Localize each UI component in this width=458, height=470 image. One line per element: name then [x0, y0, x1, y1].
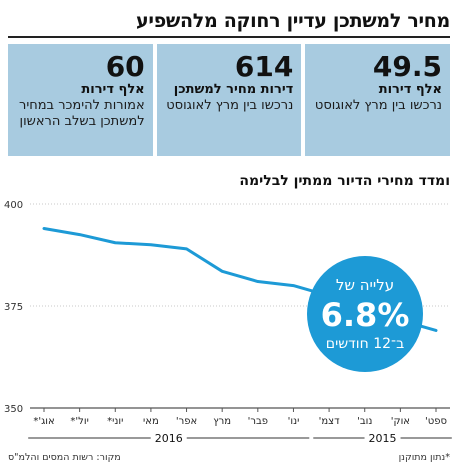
- data-point: [79, 234, 81, 236]
- x-tick-label: מאי: [143, 416, 159, 427]
- stat-description: נרכשו בין מרץ לאוגוסט: [314, 98, 442, 113]
- stat-box-purchases: 49.5 אלף דירות נרכשו בין מרץ לאוגוסט: [305, 44, 450, 156]
- x-tick-label: אוק': [391, 416, 410, 427]
- year-label-bg: [364, 431, 401, 446]
- data-point: [221, 270, 223, 272]
- title-divider: [8, 36, 450, 38]
- stat-value: 49.5: [372, 50, 442, 83]
- data-point: [435, 329, 437, 331]
- x-tick-label: דצמ': [319, 416, 340, 427]
- x-tick-label: אוג'*: [33, 416, 54, 427]
- footer-note: *נתון מתוקנן: [398, 452, 450, 463]
- stat-box-program-purchases: 614 דירות מחיר למשתכן נרכשו בין מרץ לאוג…: [156, 44, 302, 156]
- badge-value: 6.8%: [321, 296, 410, 334]
- year-label-bg: [150, 431, 187, 446]
- stat-description: אמורות להימכר במחיר למשתכן בשלב הראשון: [18, 98, 145, 129]
- stat-box-planned-units: 60 אלף דירות אמורות להימכר במחיר למשתכן …: [7, 44, 153, 156]
- stat-unit: דירות מחיר למשתכן: [173, 82, 294, 97]
- data-point: [150, 244, 152, 246]
- x-tick-label: נוב': [357, 416, 372, 427]
- stat-description: נרכשו בין מרץ לאוגוסט: [166, 98, 294, 113]
- footer: *נתון מתוקנן מקור: רשות המסים והלמ"ס: [8, 452, 450, 463]
- stat-value: 614: [234, 50, 294, 83]
- x-tick-label: פבר': [248, 416, 268, 427]
- year-label: 2015: [369, 432, 397, 445]
- year-label: 2016: [155, 432, 183, 445]
- chart-title: ומדד מחירי הדיור ממתין לבלימה: [239, 173, 450, 189]
- x-tick-label: מרץ: [213, 416, 231, 427]
- y-tick-label: 350: [4, 404, 23, 415]
- data-point: [257, 281, 259, 283]
- highlight-badge: [307, 256, 423, 372]
- page-title: מחיר למשתכן עדיין רחוקה מלהשפיע: [136, 10, 450, 32]
- x-tick-label: ינו': [288, 416, 300, 427]
- stat-value: 60: [105, 50, 145, 83]
- y-tick-label: 400: [4, 200, 23, 211]
- badge-line1: עלייה של: [336, 276, 394, 294]
- badge-line2: ב־12 חודשים: [326, 336, 404, 352]
- data-point: [114, 242, 116, 244]
- stat-unit: אלף דירות: [81, 82, 145, 97]
- data-point: [43, 227, 45, 229]
- stats-row: 49.5 אלף דירות נרכשו בין מרץ לאוגוסט 614…: [7, 44, 450, 156]
- data-point: [186, 248, 188, 250]
- x-tick-label: ספט': [425, 416, 447, 427]
- price-index-chart: 350 375 400 ספט' אוק' נוב' דצמ' ינו' פבר' מרץ אפר'…: [4, 200, 452, 446]
- footer-source: מקור: רשות המסים והלמ"ס: [8, 452, 121, 463]
- data-point: [292, 285, 294, 287]
- x-tick-label: יוני*: [107, 416, 123, 427]
- x-tick-label: אפר': [176, 416, 197, 427]
- x-tick-label: יול'*: [70, 416, 88, 427]
- y-tick-label: 375: [4, 302, 23, 313]
- stat-unit: אלף דירות: [378, 82, 442, 97]
